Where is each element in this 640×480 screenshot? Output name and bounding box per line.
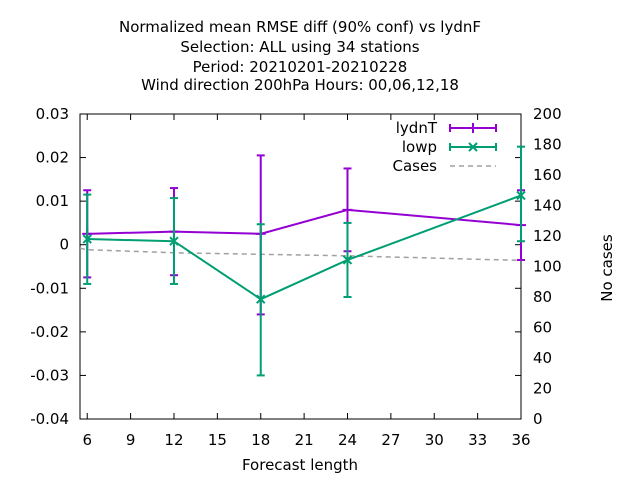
- y-tick-label: 0: [59, 236, 69, 254]
- y-tick-label: 0.02: [36, 149, 69, 167]
- point-lowp: [82, 234, 92, 244]
- series-line-lowp: [87, 194, 522, 301]
- title-line: Normalized mean RMSE diff (90% conf) vs …: [119, 18, 481, 36]
- x-tick-label: 12: [164, 431, 183, 449]
- x-tick-label: 33: [468, 431, 487, 449]
- point-lowp: [169, 236, 179, 246]
- y2-tick-label: 0: [533, 410, 543, 428]
- y2-tick-label: 40: [533, 349, 552, 367]
- x-axis: 6 9 12 15 18 21 24 27 30 33 36: [82, 114, 531, 449]
- x-tick-label: 21: [295, 431, 314, 449]
- legend-label: lowp: [402, 138, 437, 156]
- x-tick-label: 24: [338, 431, 357, 449]
- y-axis: -0.04 -0.03 -0.02 -0.01 0 0.01 0.02 0.03: [30, 105, 521, 428]
- title-line: Selection: ALL using 34 stations: [180, 38, 419, 56]
- legend-label: Cases: [392, 157, 437, 175]
- y2-tick-label: 120: [533, 227, 562, 245]
- legend-marker: [468, 142, 478, 152]
- y2-tick-label: 180: [533, 136, 562, 154]
- point-lowp: [256, 294, 266, 304]
- y2-tick-label: 160: [533, 166, 562, 184]
- plot-frame: [79, 113, 522, 420]
- point-lowp: [342, 255, 353, 265]
- y-tick-label: -0.01: [30, 279, 69, 297]
- y2-tick-label: 100: [533, 258, 562, 276]
- y-tick-label: -0.03: [30, 366, 69, 384]
- y2-axis: 0 20 40 60 80 100 120 140 160 180 200: [533, 105, 562, 428]
- y2-tick-label: 140: [533, 197, 562, 215]
- point-lowp: [516, 190, 526, 201]
- y2-axis-label: No cases: [598, 234, 616, 302]
- y2-tick-label: 80: [533, 288, 552, 306]
- x-axis-label: Forecast length: [242, 456, 358, 474]
- y-tick-label: -0.02: [30, 323, 69, 341]
- chart-title: Normalized mean RMSE diff (90% conf) vs …: [119, 18, 481, 94]
- y2-tick-label: 60: [533, 319, 552, 337]
- y-tick-label: 0.03: [36, 105, 69, 123]
- x-tick-label: 36: [511, 431, 530, 449]
- cases-line: [79, 247, 522, 262]
- legend-label: lydnT: [396, 119, 438, 137]
- title-line: Wind direction 200hPa Hours: 00,06,12,18: [141, 76, 459, 94]
- x-tick-label: 18: [251, 431, 270, 449]
- title-line: Period: 20210201-20210228: [193, 58, 408, 76]
- x-tick-label: 9: [126, 431, 136, 449]
- x-tick-label: 30: [425, 431, 444, 449]
- y-tick-label: -0.04: [30, 410, 69, 428]
- y2-tick-label: 200: [533, 105, 562, 123]
- x-tick-label: 6: [82, 431, 92, 449]
- y-tick-label: 0.01: [36, 192, 69, 210]
- x-tick-label: 27: [381, 431, 400, 449]
- x-tick-label: 15: [208, 431, 227, 449]
- series-line-lydnT: [87, 208, 522, 235]
- y2-tick-label: 20: [533, 380, 552, 398]
- cases-series: [79, 247, 522, 262]
- data-series: [82, 145, 526, 377]
